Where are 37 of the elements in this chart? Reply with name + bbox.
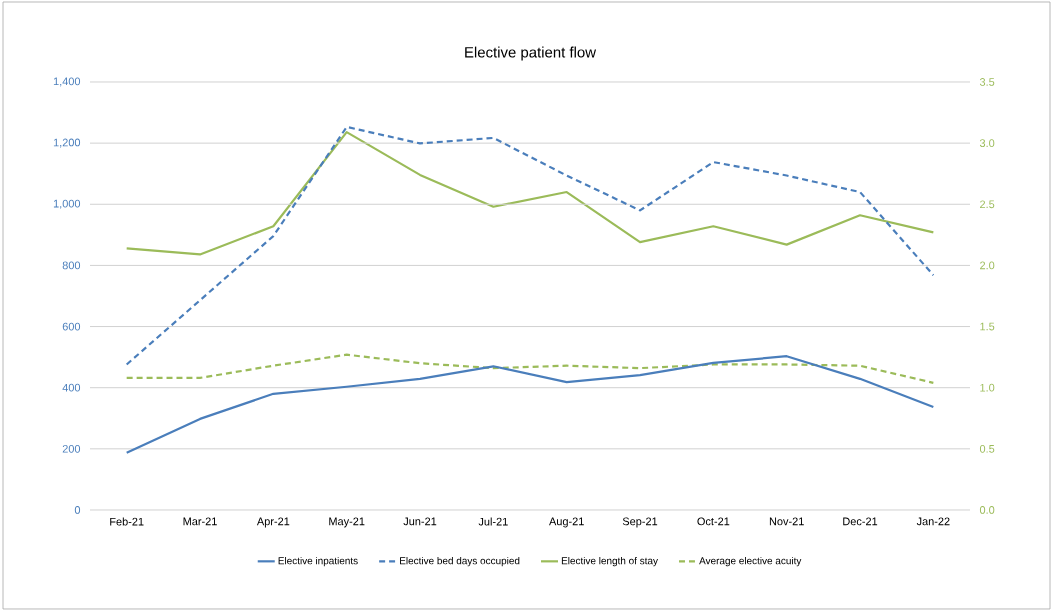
x-tick-label: May-21 xyxy=(329,517,365,528)
line-series xyxy=(125,131,935,256)
x-tick-label: Jul-21 xyxy=(478,517,508,526)
line-series xyxy=(125,125,935,366)
y-tick-label: 1,200 xyxy=(53,138,81,148)
x-tick-label: Oct-21 xyxy=(697,517,730,526)
y-tick-label: 200 xyxy=(62,444,81,453)
y2-tick-label: 2.0 xyxy=(980,261,995,270)
y2-tick-label: 0.5 xyxy=(979,444,995,453)
y2-tick-label: 3.0 xyxy=(979,139,995,148)
x-tick-label: Jun-21 xyxy=(403,517,437,526)
y-tick-label: 1,400 xyxy=(53,77,81,87)
y2-tick-label: 3.5 xyxy=(979,78,995,86)
y-tick-label: 1,000 xyxy=(53,199,81,209)
legend-label: Elective inpatients xyxy=(278,556,358,567)
y2-tick-label: 2.5 xyxy=(980,200,995,209)
legend-label: Elective bed days occupied xyxy=(400,556,520,567)
chart-title: Elective patient flow xyxy=(465,46,597,61)
x-tick-label: Mar-21 xyxy=(183,517,217,526)
x-tick-label: Dec-21 xyxy=(843,517,878,526)
y-tick-label: 800 xyxy=(62,261,81,270)
y2-tick-label: 1.5 xyxy=(980,322,995,331)
x-tick-label: Nov-21 xyxy=(769,517,804,526)
x-tick-label: Jan-22 xyxy=(916,517,950,526)
x-tick-label: Feb-21 xyxy=(110,517,144,526)
y2-tick-label: 0.0 xyxy=(979,506,995,514)
line-series xyxy=(125,353,935,384)
legend-label: Average elective acuity xyxy=(699,556,802,567)
y-tick-label: 400 xyxy=(62,383,81,392)
line-series xyxy=(125,355,935,454)
y-tick-label: 600 xyxy=(62,322,81,331)
x-tick-label: Apr-21 xyxy=(256,517,290,528)
x-tick-label: Aug-21 xyxy=(549,517,584,528)
y2-tick-label: 1.0 xyxy=(980,383,995,392)
x-tick-label: Sep-21 xyxy=(622,517,658,528)
y-tick-label: 0 xyxy=(74,506,81,514)
legend-label: Elective length of stay xyxy=(561,556,658,567)
